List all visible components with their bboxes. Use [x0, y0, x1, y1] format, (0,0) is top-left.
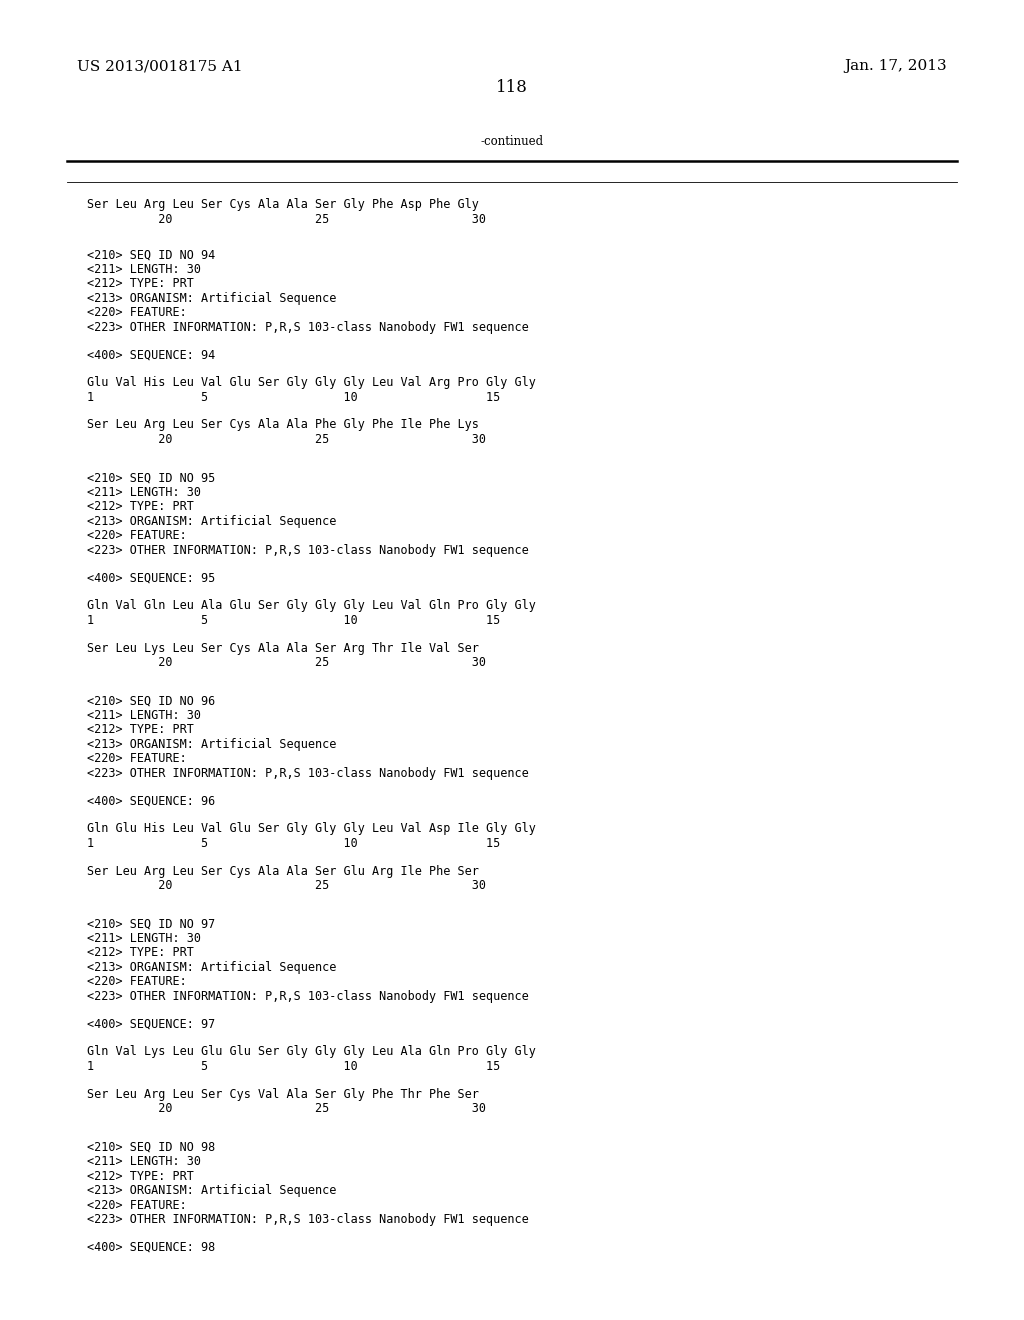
Text: <212> TYPE: PRT: <212> TYPE: PRT — [87, 277, 194, 290]
Text: Jan. 17, 2013: Jan. 17, 2013 — [845, 59, 947, 74]
Text: <212> TYPE: PRT: <212> TYPE: PRT — [87, 723, 194, 737]
Text: <220> FEATURE:: <220> FEATURE: — [87, 529, 186, 543]
Text: <220> FEATURE:: <220> FEATURE: — [87, 975, 186, 989]
Text: <400> SEQUENCE: 97: <400> SEQUENCE: 97 — [87, 1018, 215, 1031]
Text: -continued: -continued — [480, 135, 544, 148]
Text: <400> SEQUENCE: 94: <400> SEQUENCE: 94 — [87, 348, 215, 362]
Text: Gln Val Gln Leu Ala Glu Ser Gly Gly Gly Leu Val Gln Pro Gly Gly: Gln Val Gln Leu Ala Glu Ser Gly Gly Gly … — [87, 599, 536, 612]
Text: <210> SEQ ID NO 97: <210> SEQ ID NO 97 — [87, 917, 215, 931]
Text: <223> OTHER INFORMATION: P,R,S 103-class Nanobody FW1 sequence: <223> OTHER INFORMATION: P,R,S 103-class… — [87, 321, 528, 334]
Text: <211> LENGTH: 30: <211> LENGTH: 30 — [87, 263, 201, 276]
Text: <400> SEQUENCE: 98: <400> SEQUENCE: 98 — [87, 1241, 215, 1254]
Text: 20                    25                    30: 20 25 30 — [87, 213, 486, 226]
Text: <213> ORGANISM: Artificial Sequence: <213> ORGANISM: Artificial Sequence — [87, 292, 337, 305]
Text: Glu Val His Leu Val Glu Ser Gly Gly Gly Leu Val Arg Pro Gly Gly: Glu Val His Leu Val Glu Ser Gly Gly Gly … — [87, 376, 536, 389]
Text: <211> LENGTH: 30: <211> LENGTH: 30 — [87, 486, 201, 499]
Text: <223> OTHER INFORMATION: P,R,S 103-class Nanobody FW1 sequence: <223> OTHER INFORMATION: P,R,S 103-class… — [87, 990, 528, 1003]
Text: Ser Leu Arg Leu Ser Cys Ala Ala Phe Gly Phe Ile Phe Lys: Ser Leu Arg Leu Ser Cys Ala Ala Phe Gly … — [87, 418, 479, 432]
Text: <213> ORGANISM: Artificial Sequence: <213> ORGANISM: Artificial Sequence — [87, 961, 337, 974]
Text: 1               5                   10                  15: 1 5 10 15 — [87, 837, 501, 850]
Text: <223> OTHER INFORMATION: P,R,S 103-class Nanobody FW1 sequence: <223> OTHER INFORMATION: P,R,S 103-class… — [87, 767, 528, 780]
Text: <211> LENGTH: 30: <211> LENGTH: 30 — [87, 1155, 201, 1168]
Text: <223> OTHER INFORMATION: P,R,S 103-class Nanobody FW1 sequence: <223> OTHER INFORMATION: P,R,S 103-class… — [87, 544, 528, 557]
Text: <213> ORGANISM: Artificial Sequence: <213> ORGANISM: Artificial Sequence — [87, 1184, 337, 1197]
Text: 1               5                   10                  15: 1 5 10 15 — [87, 391, 501, 404]
Text: <400> SEQUENCE: 96: <400> SEQUENCE: 96 — [87, 795, 215, 808]
Text: <212> TYPE: PRT: <212> TYPE: PRT — [87, 1170, 194, 1183]
Text: <211> LENGTH: 30: <211> LENGTH: 30 — [87, 932, 201, 945]
Text: <210> SEQ ID NO 94: <210> SEQ ID NO 94 — [87, 248, 215, 261]
Text: <220> FEATURE:: <220> FEATURE: — [87, 752, 186, 766]
Text: <212> TYPE: PRT: <212> TYPE: PRT — [87, 946, 194, 960]
Text: 20                    25                    30: 20 25 30 — [87, 879, 486, 892]
Text: Ser Leu Arg Leu Ser Cys Val Ala Ser Gly Phe Thr Phe Ser: Ser Leu Arg Leu Ser Cys Val Ala Ser Gly … — [87, 1088, 479, 1101]
Text: Ser Leu Arg Leu Ser Cys Ala Ala Ser Glu Arg Ile Phe Ser: Ser Leu Arg Leu Ser Cys Ala Ala Ser Glu … — [87, 865, 479, 878]
Text: 118: 118 — [496, 79, 528, 96]
Text: <213> ORGANISM: Artificial Sequence: <213> ORGANISM: Artificial Sequence — [87, 738, 337, 751]
Text: <210> SEQ ID NO 95: <210> SEQ ID NO 95 — [87, 471, 215, 484]
Text: US 2013/0018175 A1: US 2013/0018175 A1 — [77, 59, 243, 74]
Text: 20                    25                    30: 20 25 30 — [87, 433, 486, 446]
Text: <223> OTHER INFORMATION: P,R,S 103-class Nanobody FW1 sequence: <223> OTHER INFORMATION: P,R,S 103-class… — [87, 1213, 528, 1226]
Text: 20                    25                    30: 20 25 30 — [87, 656, 486, 669]
Text: Gln Val Lys Leu Glu Glu Ser Gly Gly Gly Leu Ala Gln Pro Gly Gly: Gln Val Lys Leu Glu Glu Ser Gly Gly Gly … — [87, 1045, 536, 1059]
Text: <212> TYPE: PRT: <212> TYPE: PRT — [87, 500, 194, 513]
Text: <220> FEATURE:: <220> FEATURE: — [87, 1199, 186, 1212]
Text: <400> SEQUENCE: 95: <400> SEQUENCE: 95 — [87, 572, 215, 585]
Text: 20                    25                    30: 20 25 30 — [87, 1102, 486, 1115]
Text: 1               5                   10                  15: 1 5 10 15 — [87, 1060, 501, 1073]
Text: <211> LENGTH: 30: <211> LENGTH: 30 — [87, 709, 201, 722]
Text: Ser Leu Lys Leu Ser Cys Ala Ala Ser Arg Thr Ile Val Ser: Ser Leu Lys Leu Ser Cys Ala Ala Ser Arg … — [87, 642, 479, 655]
Text: <220> FEATURE:: <220> FEATURE: — [87, 306, 186, 319]
Text: <210> SEQ ID NO 98: <210> SEQ ID NO 98 — [87, 1140, 215, 1154]
Text: 1               5                   10                  15: 1 5 10 15 — [87, 614, 501, 627]
Text: <210> SEQ ID NO 96: <210> SEQ ID NO 96 — [87, 694, 215, 708]
Text: <213> ORGANISM: Artificial Sequence: <213> ORGANISM: Artificial Sequence — [87, 515, 337, 528]
Text: Gln Glu His Leu Val Glu Ser Gly Gly Gly Leu Val Asp Ile Gly Gly: Gln Glu His Leu Val Glu Ser Gly Gly Gly … — [87, 822, 536, 836]
Text: Ser Leu Arg Leu Ser Cys Ala Ala Ser Gly Phe Asp Phe Gly: Ser Leu Arg Leu Ser Cys Ala Ala Ser Gly … — [87, 198, 479, 211]
